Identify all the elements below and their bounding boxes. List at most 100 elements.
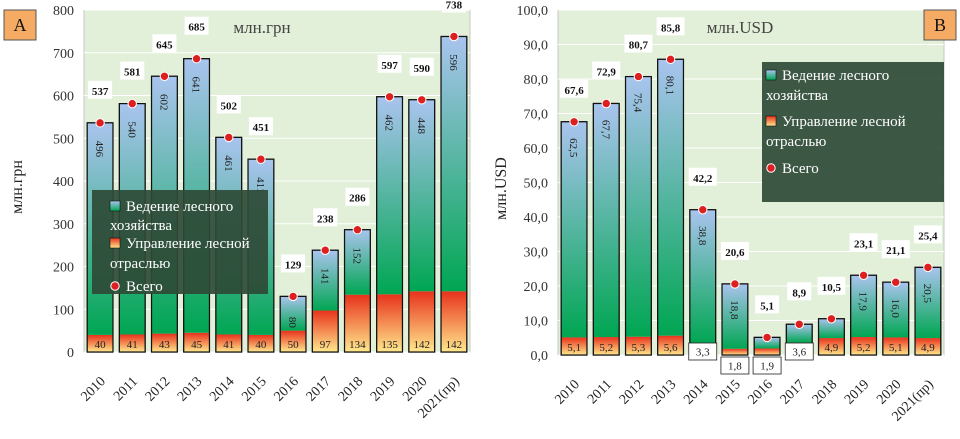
bar-forestry: [915, 267, 941, 339]
y-tick-label: 30,0: [524, 246, 549, 261]
segment-label-management: 40: [255, 339, 267, 351]
panel-badge: [923, 9, 957, 41]
total-label-box: [152, 34, 177, 53]
total-marker: [891, 277, 901, 287]
x-tick-label: 2013: [175, 374, 205, 404]
x-tick-label: 2014: [681, 377, 711, 407]
segment-label-management: 3,3: [696, 347, 710, 359]
y-tick-label: 600: [53, 90, 74, 105]
bar-management: [754, 348, 780, 355]
bar-management: [376, 294, 403, 352]
segment-label-box: [784, 342, 814, 361]
bar-forestry: [754, 337, 780, 349]
segment-label-forestry: 18,8: [728, 300, 740, 320]
total-marker: [320, 245, 330, 255]
segment-label-management: 5,1: [567, 342, 581, 354]
x-tick-label: 2018: [810, 377, 840, 407]
segment-label-management: 45: [191, 339, 203, 351]
bar-forestry: [657, 59, 684, 336]
segment-label-forestry: 602: [157, 94, 169, 111]
legend-box: [92, 190, 268, 294]
x-tick-label: 2012: [143, 374, 173, 404]
segment-label-box: [720, 356, 750, 375]
total-label-box: [216, 95, 241, 114]
segment-label-forestry: 38,8: [696, 226, 708, 246]
legend-box: [762, 62, 944, 202]
total-label-box: [248, 117, 273, 136]
legend-swatch-management: [109, 237, 121, 249]
x-tick-label: 2016: [746, 377, 776, 407]
x-tick-label: 2012: [617, 377, 647, 407]
total-marker: [569, 117, 579, 127]
segment-label-management: 40: [95, 339, 107, 351]
total-label: 645: [156, 39, 173, 51]
total-label-box: [688, 167, 717, 186]
total-marker: [449, 31, 459, 42]
segment-label-forestry: 16,0: [889, 299, 901, 319]
total-label-box: [409, 57, 434, 76]
segment-label-management: 135: [381, 339, 398, 351]
legend-swatch-forestry: [109, 200, 121, 212]
total-label: 129: [285, 259, 302, 271]
segment-label-management: 134: [349, 339, 366, 351]
total-label: 8,9: [792, 287, 806, 299]
y-tick-label: 0,0: [531, 349, 549, 364]
total-label-box: [817, 276, 846, 295]
y-tick-label: 100,0: [517, 4, 549, 19]
bar-management: [344, 294, 371, 352]
bar-management: [441, 291, 467, 352]
total-label-box: [441, 0, 466, 13]
segment-label-management: 3,6: [792, 347, 806, 359]
total-marker: [826, 314, 837, 324]
y-tick-label: 200: [53, 261, 74, 276]
total-label-box: [881, 240, 910, 259]
total-label-box: [377, 54, 402, 73]
total-label-box: [345, 187, 370, 206]
total-label-box: [913, 225, 942, 244]
total-label: 581: [124, 67, 141, 79]
y-tick-label: 0: [67, 346, 74, 361]
total-marker: [762, 332, 772, 343]
bar-management: [312, 310, 339, 352]
total-marker: [352, 225, 363, 235]
bar-forestry: [689, 209, 716, 344]
x-tick-label: 2018: [336, 374, 366, 404]
segment-label-forestry: 17,9: [857, 292, 869, 312]
total-label-box: [560, 79, 589, 98]
bar-forestry: [625, 76, 652, 337]
legend-swatch-forestry: [765, 69, 777, 81]
bar-management: [151, 333, 178, 352]
y-tick-label: 300: [53, 218, 74, 233]
x-tick-label: 2010: [553, 377, 583, 407]
y-tick-label: 400: [53, 175, 74, 190]
total-label: 451: [253, 122, 270, 134]
bar-management: [87, 334, 113, 352]
total-marker: [127, 98, 137, 109]
bar-management: [593, 337, 620, 355]
y-tick-label: 60,0: [524, 142, 549, 157]
total-label: 286: [349, 193, 366, 205]
total-marker: [665, 54, 676, 65]
segment-label-forestry: 462: [383, 115, 395, 132]
x-tick-label: 2015: [713, 377, 743, 407]
segment-label-forestry: 411: [254, 177, 266, 193]
y-axis-label: млн.грн: [9, 160, 26, 214]
total-label-box: [184, 16, 209, 35]
segment-label-management: 5,2: [857, 342, 871, 354]
bar-forestry: [312, 250, 339, 311]
segment-label-forestry: 496: [93, 141, 105, 158]
bar-forestry: [882, 282, 909, 338]
total-marker: [256, 154, 266, 164]
chart-panel-b: 0,0 10,0 20,0 30,0 40,0 50,0 60,0 70,0 80,0 90,0 1…: [493, 4, 957, 424]
bar-forestry: [280, 296, 306, 331]
bar-forestry: [376, 96, 403, 295]
bar-forestry: [441, 36, 467, 292]
segment-label-management: 5,2: [599, 342, 613, 354]
y-tick-label: 700: [53, 47, 74, 62]
total-label-box: [120, 61, 145, 80]
x-tick-label: 2013: [649, 377, 679, 407]
total-marker: [698, 205, 708, 215]
bar-management: [915, 338, 941, 355]
legend-item-forestry: Ведение лесного хозяйства: [110, 199, 233, 234]
